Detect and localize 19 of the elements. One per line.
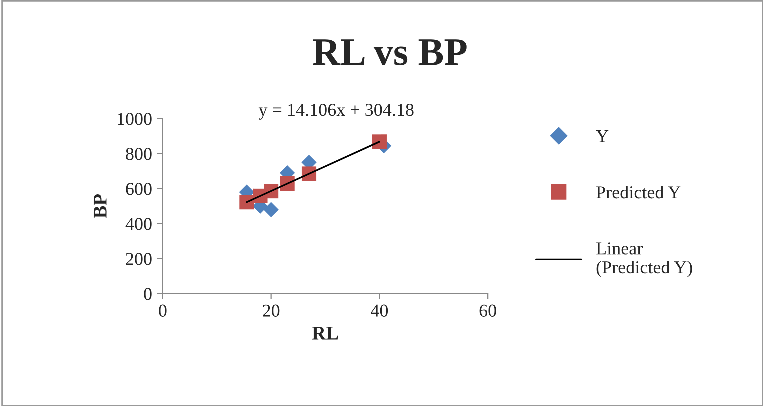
x-tick-label: 0 bbox=[159, 304, 167, 317]
y-tick-label: 800 bbox=[126, 148, 152, 160]
legend-label: Predicted Y bbox=[596, 186, 681, 199]
x-tick-label: 20 bbox=[263, 304, 280, 317]
x-tick-label: 40 bbox=[371, 304, 388, 317]
point bbox=[264, 202, 279, 218]
chart-title: RL vs BP bbox=[313, 40, 467, 66]
y-tick-label: 1000 bbox=[118, 113, 152, 126]
legend-label: Y bbox=[596, 130, 609, 142]
point bbox=[372, 134, 387, 150]
x-tick-label: 60 bbox=[480, 304, 496, 317]
y-axis-title: BP bbox=[94, 194, 107, 218]
legend-label: Linear (Predicted Y) bbox=[596, 242, 692, 278]
y-tick-label: 400 bbox=[126, 218, 152, 230]
annotation: y = 14.106x + 304.18 bbox=[258, 104, 414, 120]
y-tick-label: 200 bbox=[126, 253, 152, 266]
y-tick-label: 0 bbox=[144, 288, 152, 300]
x-axis-title: RL bbox=[312, 326, 338, 340]
y-tick-label: 600 bbox=[126, 183, 152, 196]
